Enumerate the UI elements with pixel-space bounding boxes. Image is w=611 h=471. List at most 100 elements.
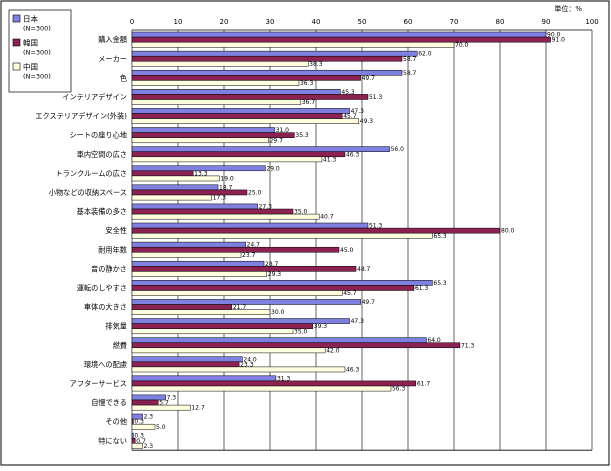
- legend-series-name: 日本: [23, 14, 38, 24]
- bar-2: [131, 404, 191, 411]
- data-label: 5.0: [156, 424, 166, 431]
- bar-2: [131, 80, 300, 86]
- category-label: 自慢できる: [91, 398, 127, 407]
- category-label: 安全性: [105, 226, 127, 235]
- bar-2: [131, 232, 433, 239]
- bar-2: [131, 175, 220, 182]
- data-label: 7.3: [167, 395, 177, 402]
- bar-1: [131, 113, 343, 119]
- bar-0: [131, 222, 369, 229]
- bar-2: [131, 290, 343, 296]
- bar-1: [131, 208, 294, 215]
- data-label: 23.7: [242, 252, 256, 259]
- x-tick-label: 10: [174, 18, 183, 26]
- data-label: 45.7: [343, 113, 357, 120]
- bar-0: [131, 375, 277, 382]
- legend-swatch: [12, 38, 21, 47]
- category-label: メーカー: [98, 54, 127, 63]
- data-label: 27.3: [259, 204, 273, 211]
- bar-0: [131, 241, 246, 248]
- legend-box: [8, 9, 72, 93]
- data-label: 90.0: [547, 32, 561, 39]
- data-label: 29.3: [268, 271, 282, 278]
- category-label: 環境への配慮: [84, 360, 127, 369]
- data-label: 24.7: [247, 242, 261, 249]
- bar-2: [131, 347, 326, 354]
- data-label: 12.7: [191, 405, 205, 412]
- data-label: 49.7: [362, 299, 376, 306]
- bar-2: [131, 328, 294, 335]
- legend-n-label: (N=300): [23, 73, 51, 81]
- data-label: 42.0: [326, 347, 340, 354]
- bar-0: [131, 89, 341, 95]
- data-label: 31.3: [277, 375, 291, 382]
- category-label: 音の静かさ: [91, 264, 127, 273]
- category-label: 色: [120, 73, 127, 82]
- legend: 日本(N=300)韓国(N=300)中国(N=300): [8, 9, 72, 93]
- bar-1: [131, 36, 551, 43]
- bar-2: [131, 99, 302, 105]
- legend-series-name: 中国: [23, 62, 38, 72]
- data-label: 18.7: [219, 184, 233, 191]
- category-label: 小物などの収納スペース: [49, 188, 127, 197]
- bar-0: [131, 165, 266, 172]
- data-label: 2.3: [144, 443, 154, 450]
- legend-swatch: [12, 62, 21, 71]
- bar-2: [131, 252, 242, 258]
- data-label: 19.0: [220, 176, 234, 183]
- data-label: 80.0: [501, 228, 515, 235]
- bar-0: [131, 337, 427, 343]
- data-label: 39.3: [314, 323, 328, 330]
- data-label: 62.0: [418, 51, 432, 58]
- bar-1: [131, 151, 346, 158]
- data-label: 58.7: [403, 56, 417, 63]
- x-tick-label: 50: [358, 18, 367, 26]
- bar-2: [131, 309, 271, 315]
- category-label: 排気量: [105, 322, 127, 331]
- data-label: 40.7: [320, 214, 334, 221]
- bar-2: [131, 443, 143, 449]
- bar-2: [131, 423, 156, 430]
- bar-2: [131, 61, 309, 67]
- data-label: 38.3: [309, 61, 323, 68]
- unit-label: 単位：%: [554, 4, 582, 13]
- data-label: 71.3: [461, 342, 475, 349]
- category-label: インテリアデザイン: [62, 92, 127, 101]
- data-label: 49.7: [362, 75, 376, 82]
- category-label: 燃費: [113, 341, 127, 350]
- data-label: 56.3: [392, 386, 406, 393]
- data-label: 45.0: [340, 247, 354, 254]
- data-label: 30.0: [271, 309, 285, 316]
- data-label: 36.7: [302, 99, 316, 106]
- bar-2: [131, 41, 455, 48]
- x-tick-label: 0: [130, 18, 134, 26]
- x-tick-label: 40: [312, 18, 321, 26]
- bar-2: [131, 118, 360, 124]
- bar-1: [131, 342, 461, 349]
- data-label: 46.3: [346, 151, 360, 158]
- x-tick-label: 20: [220, 18, 229, 26]
- data-label: 47.3: [351, 318, 365, 325]
- bar-1: [131, 361, 240, 368]
- legend-n-label: (N=300): [23, 25, 51, 33]
- category-label: 車体の大きさ: [84, 303, 127, 312]
- category-label: エクステリアデザイン(外装): [35, 112, 127, 121]
- data-label: 17.3: [213, 195, 227, 202]
- x-tick-label: 80: [496, 18, 505, 26]
- data-label: 2.3: [144, 414, 154, 421]
- data-label: 31.0: [276, 127, 290, 134]
- data-label: 35.0: [294, 209, 308, 216]
- data-label: 46.3: [346, 367, 360, 374]
- data-label: 41.3: [323, 156, 337, 163]
- category-label: トランクルームの広さ: [56, 169, 127, 178]
- bar-2: [131, 156, 323, 163]
- category-label: 耐用年数: [98, 245, 127, 254]
- data-label: 51.3: [369, 94, 383, 101]
- legend-series-name: 韓国: [23, 38, 38, 48]
- category-label: シートの座り心地: [69, 131, 127, 140]
- data-label: 23.3: [240, 361, 254, 368]
- bar-0: [131, 356, 243, 363]
- bar-1: [131, 266, 357, 272]
